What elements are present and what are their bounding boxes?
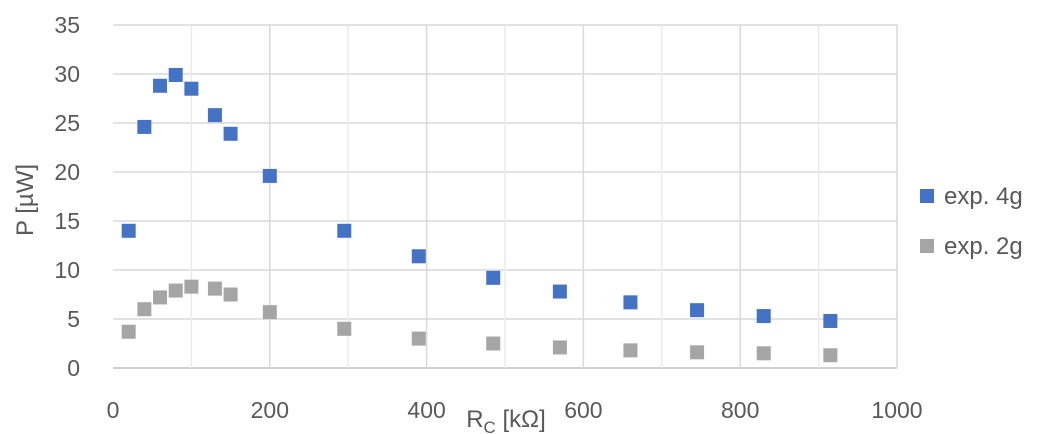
- x-axis-title: RC [kΩ]: [466, 406, 546, 434]
- x-tick-label: 800: [721, 397, 759, 423]
- data-point: [121, 223, 136, 238]
- data-point: [153, 78, 168, 93]
- y-tick-label: 0: [67, 355, 80, 381]
- x-tick-label: 200: [251, 397, 289, 423]
- data-point: [486, 336, 501, 351]
- legend-marker: [920, 189, 934, 203]
- x-axis-title-subscript: C: [484, 418, 496, 434]
- y-tick-label: 10: [54, 257, 80, 283]
- y-tick-labels: 0 5 10 15 20 25 30 35: [54, 12, 80, 381]
- data-point: [168, 283, 183, 298]
- data-point: [223, 126, 238, 141]
- data-point: [623, 295, 638, 310]
- data-point: [184, 81, 199, 96]
- data-point: [137, 119, 152, 134]
- data-point: [337, 223, 352, 238]
- data-point: [690, 345, 705, 360]
- series-1: [121, 67, 838, 328]
- data-point: [207, 108, 222, 123]
- x-tick-label: 600: [564, 397, 602, 423]
- y-tick-label: 20: [54, 159, 80, 185]
- data-point: [552, 284, 567, 299]
- data-point: [262, 168, 277, 183]
- data-point: [486, 270, 501, 285]
- data-point: [690, 303, 705, 318]
- data-point: [552, 340, 567, 355]
- data-point: [121, 324, 136, 339]
- y-axis-title: P [µW]: [12, 164, 39, 236]
- series-2: [121, 279, 838, 363]
- data-point: [137, 302, 152, 317]
- x-tick-label: 0: [107, 397, 120, 423]
- legend: exp. 4g exp. 2g: [920, 183, 1023, 260]
- data-points: [121, 67, 838, 363]
- data-point: [411, 331, 426, 346]
- data-point: [223, 287, 238, 302]
- x-tick-label: 1000: [871, 397, 922, 423]
- legend-marker: [920, 239, 934, 253]
- data-point: [823, 348, 838, 363]
- y-tick-label: 15: [54, 208, 80, 234]
- data-point: [262, 305, 277, 320]
- y-tick-label: 30: [54, 61, 80, 87]
- y-tick-label: 5: [67, 306, 80, 332]
- x-axis-title-main: R: [466, 406, 483, 433]
- data-point: [207, 281, 222, 296]
- y-tick-label: 35: [54, 12, 80, 38]
- x-axis-title-unit: [kΩ]: [496, 406, 546, 433]
- data-point: [623, 343, 638, 358]
- data-point: [823, 313, 838, 328]
- x-tick-label: 400: [407, 397, 445, 423]
- legend-label: exp. 2g: [944, 233, 1023, 260]
- data-point: [168, 67, 183, 82]
- data-point: [153, 290, 168, 305]
- grid-lines: [113, 24, 898, 369]
- y-tick-label: 25: [54, 110, 80, 136]
- data-point: [184, 279, 199, 294]
- data-point: [337, 321, 352, 336]
- legend-label: exp. 4g: [944, 183, 1023, 210]
- data-point: [411, 249, 426, 264]
- data-point: [756, 309, 771, 324]
- data-point: [756, 346, 771, 361]
- x-tick-labels: 0 200 400 600 800 1000: [107, 397, 923, 423]
